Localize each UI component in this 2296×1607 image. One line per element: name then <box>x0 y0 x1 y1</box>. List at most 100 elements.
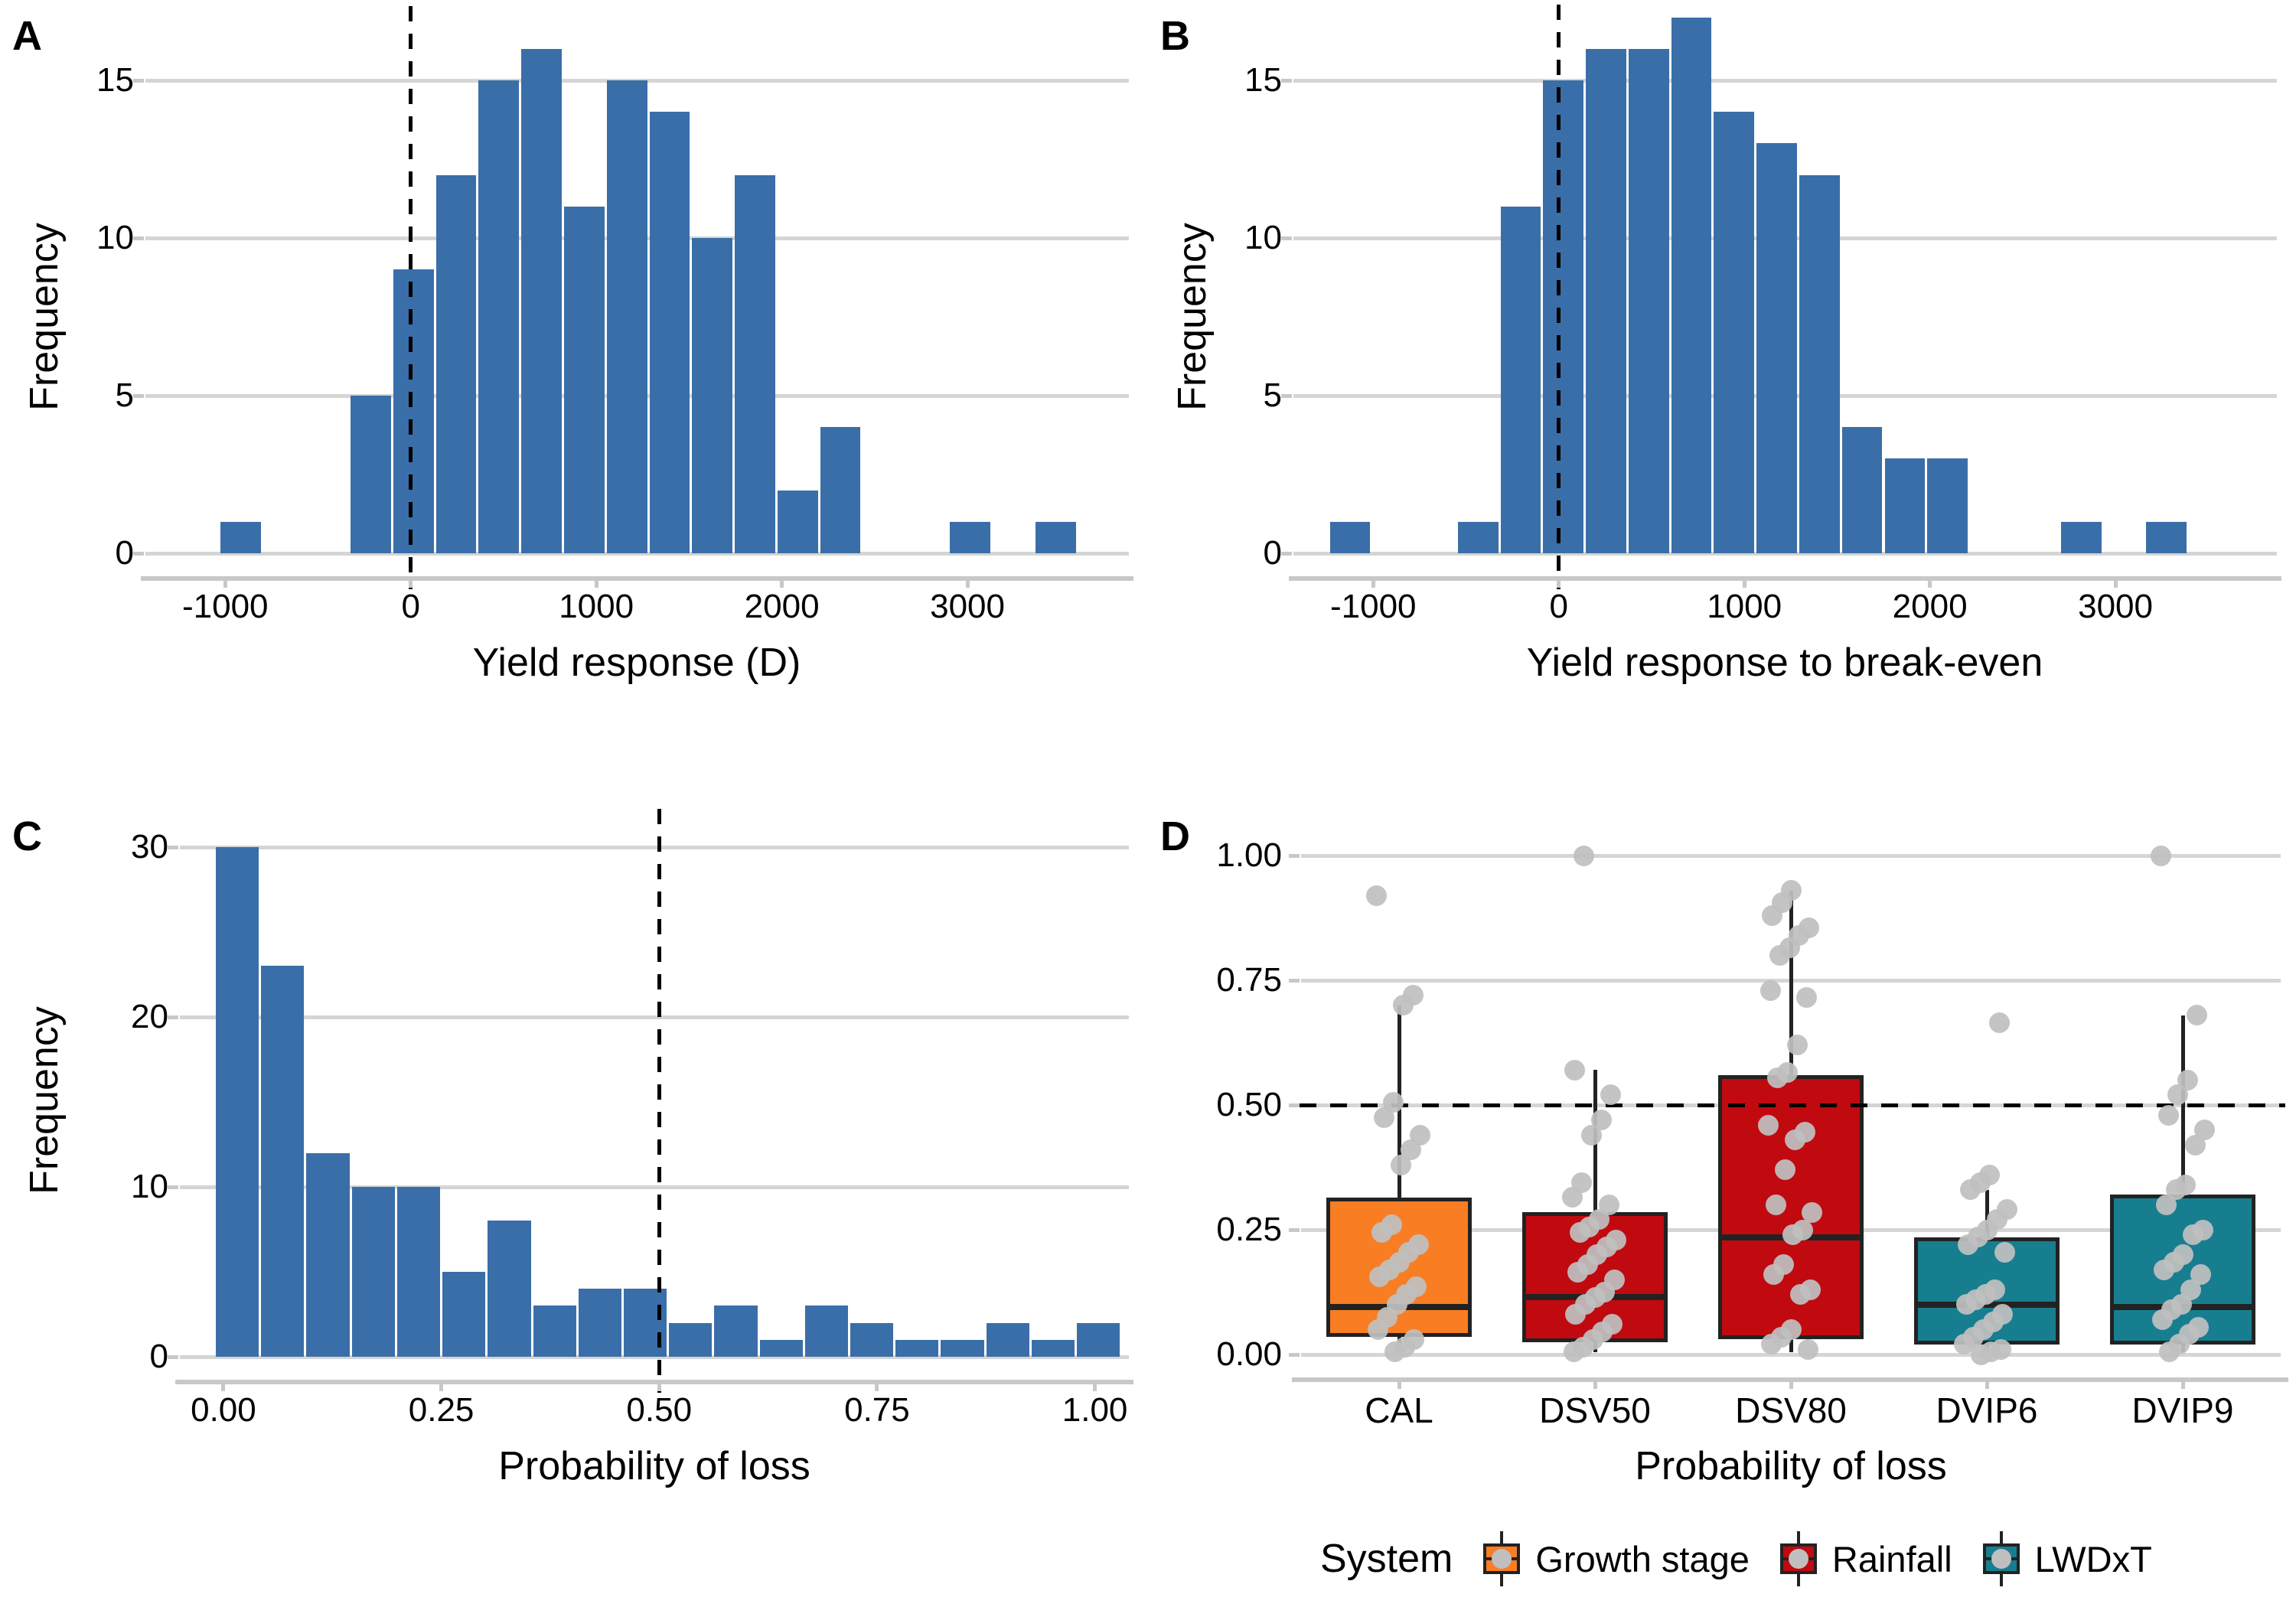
x-axis-line <box>175 1380 1133 1384</box>
jitter-point <box>1365 885 1387 906</box>
box <box>2110 1195 2255 1345</box>
histogram-bar <box>1841 427 1883 553</box>
y-tick <box>1289 978 1300 983</box>
jitter-point <box>1384 1341 1406 1363</box>
y-tick <box>133 78 144 83</box>
y-tick-label: 15 <box>1244 61 1282 99</box>
jitter-point <box>2159 1341 2180 1363</box>
dashed-reference-line <box>1300 1103 2285 1107</box>
gridline <box>180 1185 1129 1189</box>
histogram-bar <box>564 206 605 553</box>
x-tick-label: 0.25 <box>408 1391 475 1429</box>
x-tick <box>657 1380 661 1391</box>
x-tick <box>875 1380 879 1391</box>
y-tick-label: 20 <box>131 998 168 1035</box>
x-tick-label: 1000 <box>1707 588 1782 625</box>
jitter-point <box>2167 1084 2189 1106</box>
histogram-bar <box>735 174 775 553</box>
jitter-point <box>1761 1334 1782 1355</box>
x-tick <box>1928 576 1932 588</box>
y-tick <box>1281 236 1292 240</box>
y-tick <box>133 393 144 398</box>
jitter-point <box>1769 944 1791 966</box>
x-tick-label: 3000 <box>930 588 1005 625</box>
histogram-bar <box>1628 48 1669 553</box>
upper-whisker <box>1789 890 1793 1075</box>
jitter-point <box>1757 1114 1779 1136</box>
jitter-point <box>1563 1341 1584 1363</box>
panel-b-letter: B <box>1160 13 1190 59</box>
jitter-point <box>1760 980 1781 1001</box>
category-label: CAL <box>1365 1390 1433 1430</box>
x-tick-label: 2000 <box>744 588 820 625</box>
histogram-bar <box>478 80 520 553</box>
legend-item-growth-stage: Growth stage <box>1482 1531 1750 1586</box>
jitter-point <box>2151 1309 2173 1330</box>
jitter-point <box>1994 1241 2015 1263</box>
jitter-point <box>1802 1201 1823 1223</box>
jitter-point <box>1373 1107 1394 1128</box>
y-tick <box>1281 78 1292 83</box>
x-tick <box>439 1380 444 1391</box>
y-tick-label: 0.00 <box>1216 1335 1282 1373</box>
histogram-bar <box>759 1339 803 1357</box>
histogram-bar <box>578 1289 621 1357</box>
histogram-bar <box>1500 206 1541 553</box>
jitter-point <box>1567 1261 1588 1283</box>
jitter-point <box>1786 1035 1808 1056</box>
legend-label: LWDxT <box>2034 1538 2152 1579</box>
jitter-point <box>1775 1159 1796 1181</box>
x-tick <box>1742 576 1746 588</box>
jitter-point <box>1790 1284 1812 1305</box>
jitter-point <box>1565 1304 1587 1325</box>
histogram-bar <box>396 1187 441 1357</box>
lower-whisker <box>1789 1339 1793 1352</box>
jitter-point <box>1600 1084 1622 1106</box>
histogram-bar <box>692 238 733 553</box>
panel-a-letter: A <box>12 13 42 59</box>
jitter-point <box>1782 1224 1804 1246</box>
panel-c-letter: C <box>12 813 42 859</box>
jitter-point <box>1392 995 1414 1016</box>
histogram-bar <box>2146 521 2187 553</box>
jitter-point <box>1988 1012 2010 1033</box>
histogram-bar <box>714 1305 758 1357</box>
jitter-point <box>2157 1104 2179 1126</box>
category-label: DSV80 <box>1735 1390 1847 1430</box>
x-axis-line <box>141 576 1133 581</box>
legend-item-lwdxt: LWDxT <box>1981 1531 2152 1586</box>
x-tick <box>1371 576 1375 588</box>
y-tick-label: 1.00 <box>1216 836 1282 874</box>
jitter-point <box>1367 1319 1388 1340</box>
gridline <box>180 1354 1129 1359</box>
jitter-point <box>1569 1221 1590 1243</box>
boxplot-key-icon <box>1482 1531 1521 1586</box>
jitter-point <box>1369 1266 1391 1288</box>
y-tick <box>1289 1227 1300 1232</box>
x-tick <box>223 576 227 588</box>
jitter-point <box>1763 1264 1784 1286</box>
jitter-point <box>2187 1005 2208 1026</box>
y-tick-label: 10 <box>1244 219 1282 256</box>
x-tick-label: -1000 <box>181 588 269 625</box>
x-tick-label: 1000 <box>559 588 634 625</box>
histogram-bar <box>306 1152 350 1357</box>
y-tick <box>133 236 144 240</box>
histogram-bar <box>488 1221 531 1357</box>
histogram-bar <box>533 1305 576 1357</box>
histogram-bar <box>669 1322 713 1357</box>
histogram-bar <box>1077 1322 1120 1357</box>
category-label: DVIP9 <box>2131 1390 2234 1430</box>
box <box>1718 1074 1864 1340</box>
jitter-point <box>1561 1187 1583 1208</box>
panel-c-ylabel: Frequency <box>22 1006 67 1195</box>
legend-label: Growth stage <box>1535 1538 1750 1579</box>
histogram-bar <box>351 396 391 553</box>
y-tick <box>168 845 178 849</box>
y-tick-label: 30 <box>131 828 168 865</box>
histogram-bar <box>850 1322 894 1357</box>
histogram-bar <box>986 1322 1029 1357</box>
jitter-point <box>1955 1294 1977 1315</box>
y-tick-label: 15 <box>96 61 134 99</box>
